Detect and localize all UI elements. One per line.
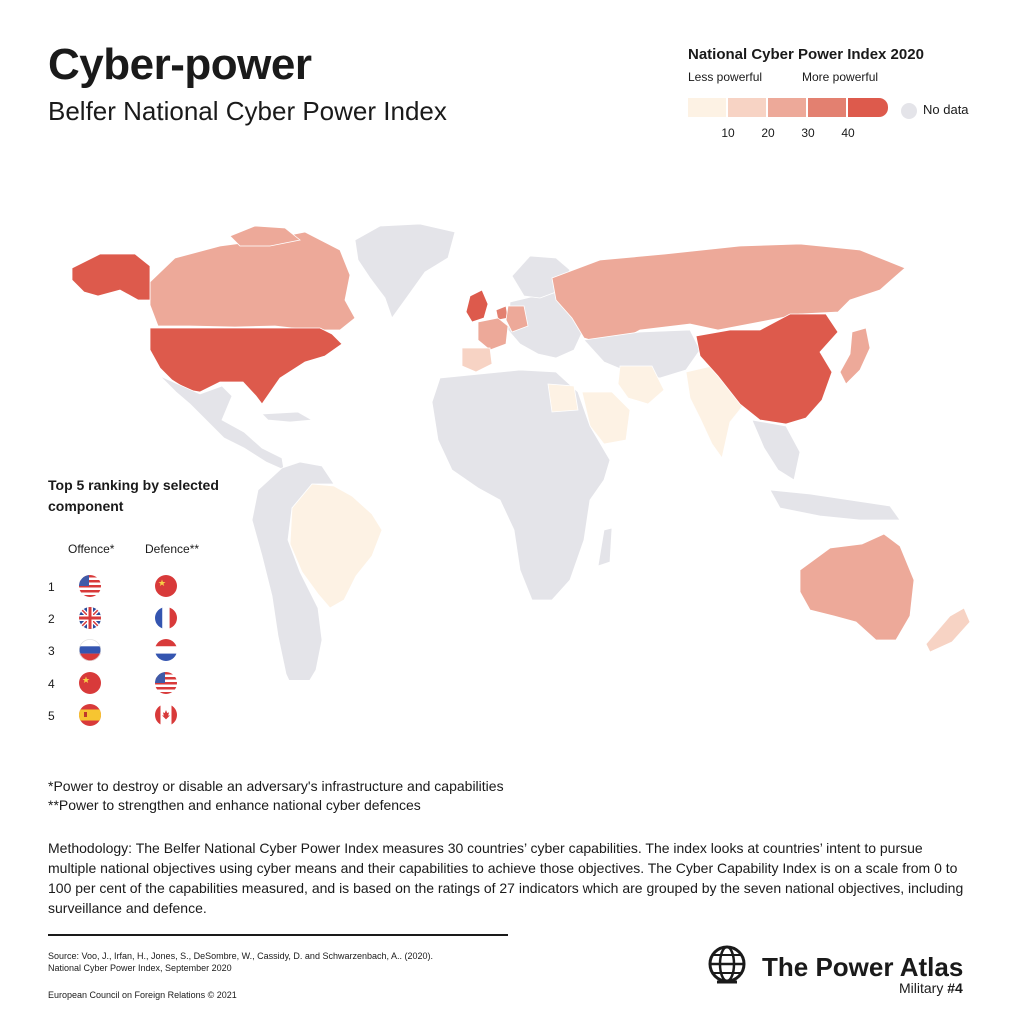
legend-tick: 40 <box>841 126 855 140</box>
legend-swatch-1 <box>688 98 726 117</box>
brand-name: The Power Atlas <box>762 952 964 982</box>
map-region-iran <box>617 365 665 405</box>
legend-swatch-2 <box>728 98 766 117</box>
flag-canada-icon <box>155 704 177 726</box>
page-subtitle: Belfer National Cyber Power Index <box>48 96 447 126</box>
flag-spain-icon <box>79 704 101 726</box>
map-region-brazil <box>289 483 383 609</box>
map-region-new-zealand <box>925 607 971 653</box>
map-region-caribbean <box>261 411 314 423</box>
offence-column-header: Offence* <box>68 542 115 556</box>
map-region-indonesia <box>769 489 901 521</box>
legend-low-label: Less powerful <box>688 70 763 84</box>
flag-china-icon <box>155 575 177 597</box>
map-region-alaska <box>71 253 151 301</box>
copyright: European Council on Foreign Relations © … <box>48 990 237 1000</box>
map-region-united-states <box>149 327 343 405</box>
defence-column-header: Defence** <box>145 542 200 556</box>
rank-number: 2 <box>48 612 55 626</box>
series-label: Military #4 <box>899 980 963 996</box>
map-region-southeast-asia <box>751 419 801 481</box>
legend-high-label: More powerful <box>802 70 879 84</box>
world-map <box>71 223 971 680</box>
legend-tick: 10 <box>721 126 735 140</box>
map-region-canada-islands <box>229 225 301 247</box>
legend-swatch-4 <box>808 98 846 117</box>
divider <box>48 934 508 936</box>
flag-china-icon <box>79 672 101 694</box>
legend-swatch-3 <box>768 98 806 117</box>
no-data-label: No data <box>923 102 969 117</box>
methodology-text: Methodology: The Belfer National Cyber P… <box>48 840 964 916</box>
flag-russia-icon <box>79 639 101 661</box>
legend-title: National Cyber Power Index 2020 <box>688 46 924 63</box>
series-number: #4 <box>947 980 963 996</box>
rank-number: 4 <box>48 677 55 691</box>
map-region-japan <box>839 327 871 385</box>
source-line-2: National Cyber Power Index, September 20… <box>48 963 232 973</box>
map-region-china <box>695 313 839 425</box>
source-citation: Source: Voo, J., Irfan, H., Jones, S., D… <box>48 950 518 974</box>
map-region-australia <box>799 533 915 641</box>
rank-number: 5 <box>48 709 55 723</box>
legend-tick: 30 <box>801 126 815 140</box>
source-line-1: Source: Voo, J., Irfan, H., Jones, S., D… <box>48 951 434 961</box>
series-prefix: Military <box>899 980 948 996</box>
map-region-united-kingdom <box>465 289 489 323</box>
map-region-greenland <box>354 223 456 319</box>
flag-united-states-icon <box>155 672 177 694</box>
map-region-madagascar <box>597 527 613 567</box>
map-region-canada <box>149 231 356 331</box>
map-region-france <box>477 317 509 351</box>
ranking-title: Top 5 ranking by selected component <box>48 477 219 514</box>
flag-united-states-icon <box>79 575 101 597</box>
globe-icon <box>708 945 746 984</box>
flag-netherlands-icon <box>155 639 177 661</box>
map-region-mexico <box>159 375 285 471</box>
legend-swatch-5 <box>848 98 888 117</box>
footnote-defence: **Power to strengthen and enhance nation… <box>48 797 421 813</box>
footnote-offence: *Power to destroy or disable an adversar… <box>48 778 504 794</box>
rank-number: 3 <box>48 644 55 658</box>
map-region-south-america <box>251 461 335 680</box>
rank-number: 1 <box>48 580 55 594</box>
map-region-egypt <box>547 383 579 413</box>
legend-tick: 20 <box>761 126 775 140</box>
page-title: Cyber-power <box>48 40 312 89</box>
map-region-spain <box>461 347 493 373</box>
no-data-swatch <box>901 103 917 119</box>
flag-france-icon <box>155 607 177 629</box>
map-region-africa <box>431 369 611 601</box>
map-region-middle-east <box>583 329 701 379</box>
map-region-germany <box>505 305 529 333</box>
flag-united-kingdom-icon <box>79 607 101 629</box>
